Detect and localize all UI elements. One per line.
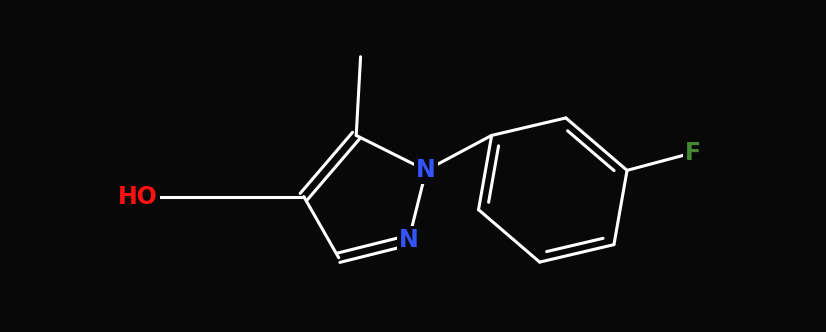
Text: F: F bbox=[685, 141, 700, 165]
Text: N: N bbox=[399, 228, 419, 252]
Text: HO: HO bbox=[118, 185, 158, 208]
Text: N: N bbox=[416, 158, 436, 182]
